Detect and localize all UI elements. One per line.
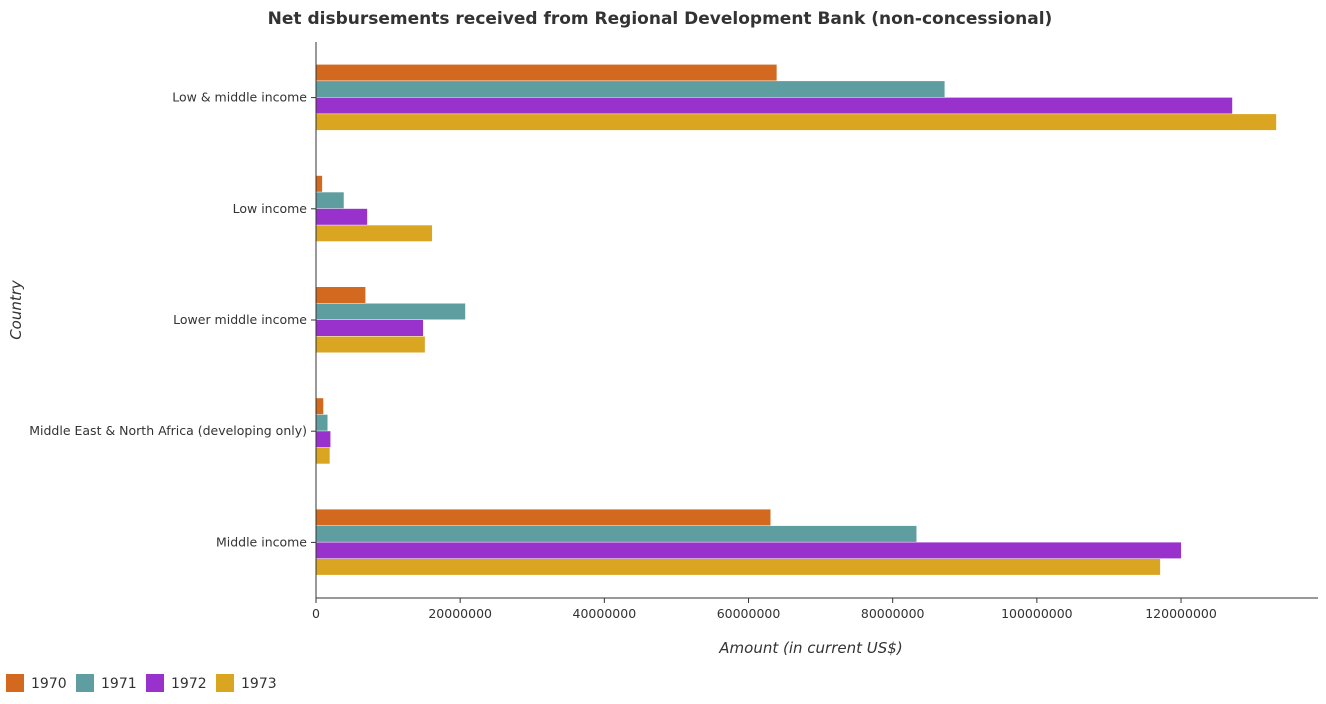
- chart-title: Net disbursements received from Regional…: [268, 9, 1053, 29]
- bar-1970-middle-income: [316, 509, 771, 526]
- x-axis-label: Amount (in current US$): [718, 639, 902, 657]
- bar-1970-middle-east-north-africa-developing-only-: [316, 398, 324, 415]
- bar-1971-low-middle-income: [316, 81, 945, 98]
- bars-layer: [316, 64, 1277, 575]
- bar-1971-low-income: [316, 192, 344, 209]
- axes-layer: Low & middle income Low income Lower middl…: [29, 42, 1318, 621]
- legend-label-1970: 1970: [31, 676, 67, 692]
- bar-1971-middle-income: [316, 525, 917, 542]
- bar-1972-low-income: [316, 208, 368, 225]
- y-tick-label: Middle East & North Africa (developing o…: [29, 423, 307, 438]
- y-tick-label: Low income: [233, 201, 308, 216]
- y-tick-label: Low & middle income: [172, 90, 307, 105]
- bar-1973-low-income: [316, 225, 433, 242]
- bar-1972-low-middle-income: [316, 97, 1233, 114]
- bar-1970-low-income: [316, 175, 323, 192]
- bar-1972-lower-middle-income: [316, 320, 424, 336]
- bar-1970-lower-middle-income: [316, 287, 366, 303]
- bar-1973-lower-middle-income: [316, 336, 425, 353]
- x-tick-label: 120000000: [1145, 606, 1217, 621]
- bar-1973-middle-east-north-africa-developing-only-: [316, 447, 330, 464]
- legend-label-1971: 1971: [101, 676, 137, 692]
- bar-1971-lower-middle-income: [316, 303, 466, 320]
- bar-1972-middle-east-north-africa-developing-only-: [316, 431, 331, 448]
- y-tick-label: Lower middle income: [173, 312, 307, 327]
- legend-swatch-1972: [146, 674, 164, 692]
- bar-1973-middle-income: [316, 558, 1161, 575]
- bar-1970-low-middle-income: [316, 64, 777, 81]
- legend-swatch-1971: [76, 674, 94, 692]
- x-tick-label: 100000000: [1001, 606, 1073, 621]
- y-axis-label: Country: [7, 279, 25, 340]
- legend-swatch-1970: [6, 674, 24, 692]
- legend: 1970 1971 1972 1973: [6, 674, 277, 692]
- legend-label-1973: 1973: [241, 676, 277, 692]
- x-tick-label: 80000000: [861, 606, 925, 621]
- x-tick-label: 60000000: [717, 606, 781, 621]
- y-tick-label: Middle income: [216, 534, 307, 549]
- bar-1973-low-middle-income: [316, 114, 1277, 131]
- bar-1972-middle-income: [316, 542, 1182, 559]
- x-tick-label: 20000000: [428, 606, 492, 621]
- x-tick-label: 40000000: [573, 606, 637, 621]
- x-tick-label: 0: [312, 606, 320, 621]
- bar-1971-middle-east-north-africa-developing-only-: [316, 414, 328, 431]
- legend-label-1972: 1972: [171, 676, 207, 692]
- legend-swatch-1973: [216, 674, 234, 692]
